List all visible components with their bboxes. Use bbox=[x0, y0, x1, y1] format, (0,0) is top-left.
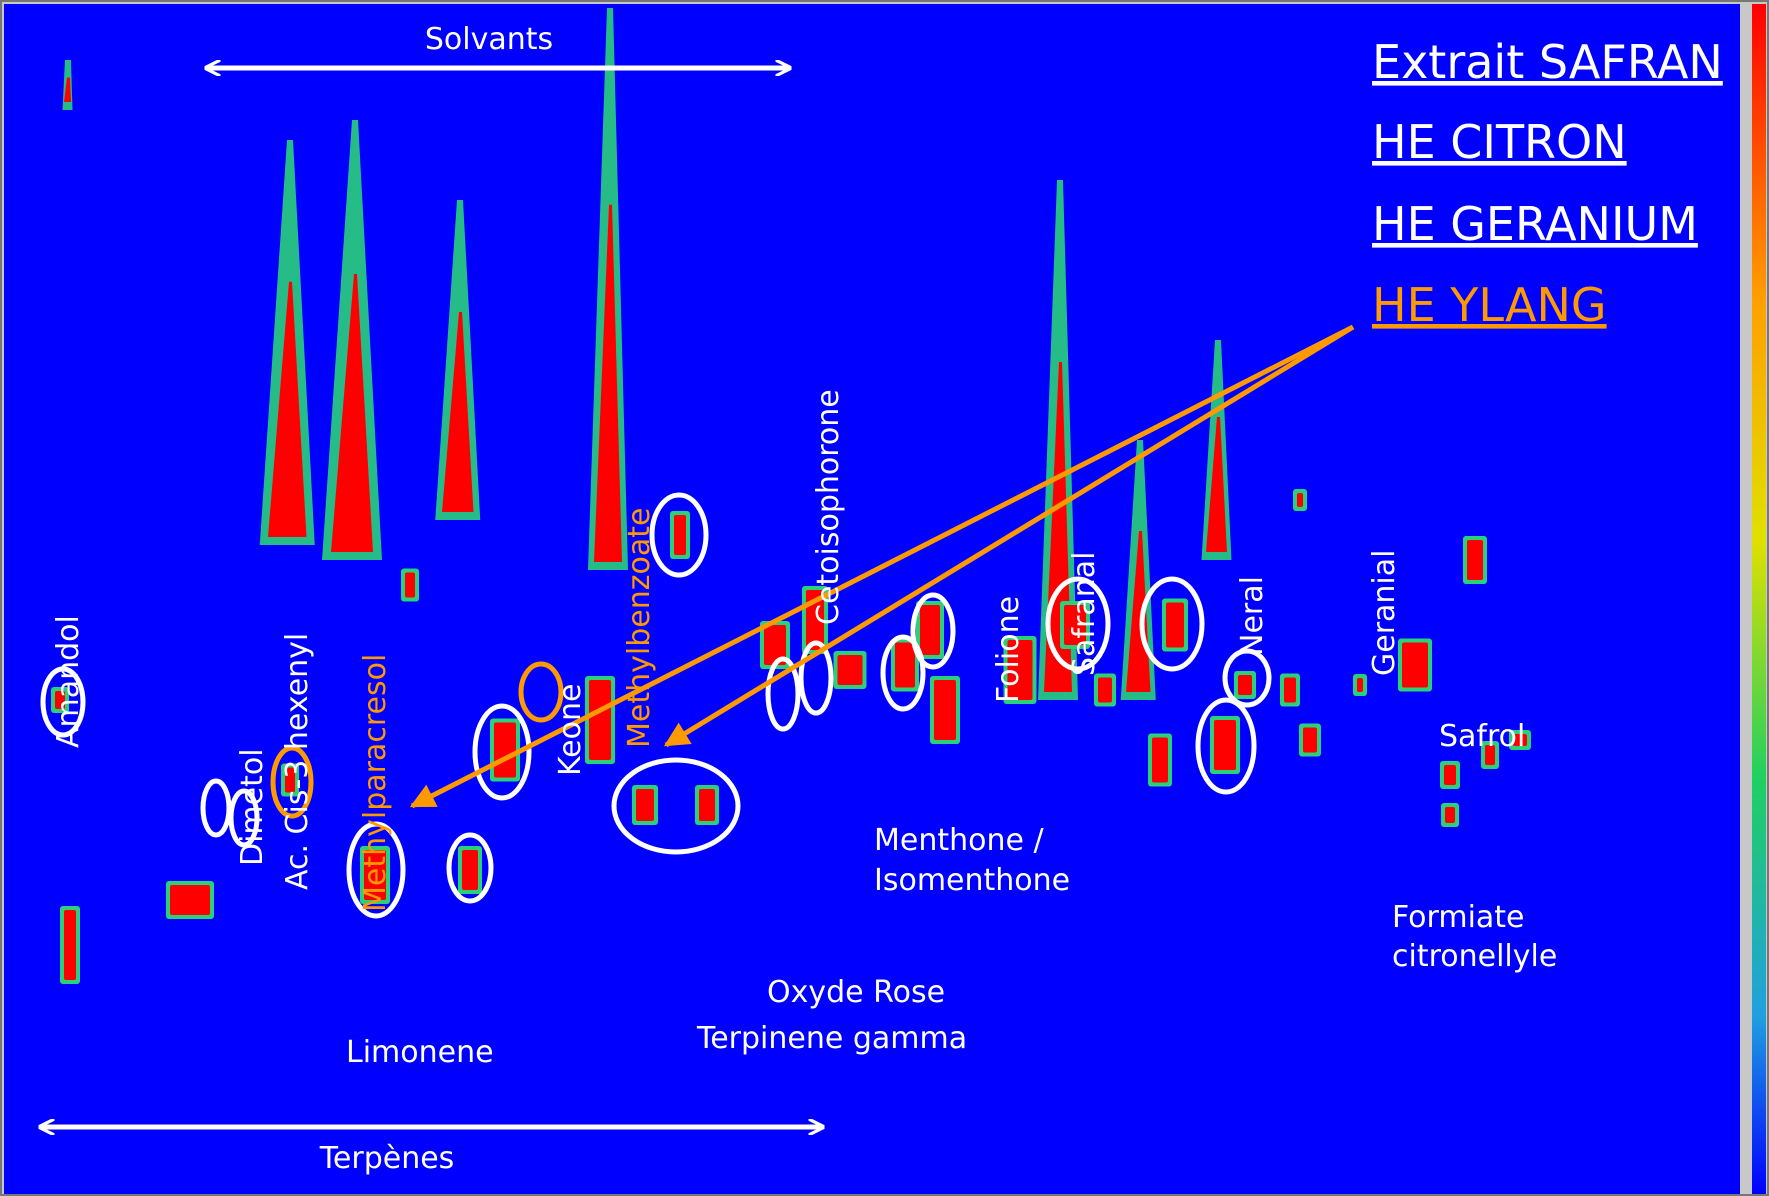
spot-core bbox=[1297, 493, 1303, 507]
compound-label: Menthone / bbox=[874, 823, 1044, 858]
heatmap-peaks bbox=[51, 8, 1531, 984]
compound-label: Methylparacresol bbox=[358, 654, 393, 912]
spot-core bbox=[764, 625, 786, 665]
spot-core bbox=[494, 722, 516, 778]
compound-label: Terpinene gamma bbox=[696, 1021, 967, 1056]
annotation-layer bbox=[40, 68, 1355, 1127]
compound-label: Cetoisophorone bbox=[811, 389, 846, 625]
label-layer: Solvants Terpènes Extrait SAFRAN HE CITRON H… bbox=[51, 22, 1723, 1176]
compound-circle bbox=[880, 634, 926, 712]
compound-label: Formiate bbox=[1392, 900, 1525, 935]
legend-entry: HE YLANG bbox=[1372, 278, 1607, 332]
compound-circle bbox=[518, 661, 564, 723]
spot-core bbox=[920, 605, 940, 655]
range-label: Terpènes bbox=[319, 1141, 455, 1176]
spot-core bbox=[934, 680, 956, 740]
spot-core bbox=[837, 655, 863, 685]
spot-core bbox=[364, 850, 386, 900]
compound-label: Folione bbox=[991, 596, 1026, 703]
spot-core bbox=[1444, 765, 1456, 785]
compound-circle bbox=[910, 592, 956, 670]
colorbar bbox=[1752, 4, 1766, 1194]
compound-circle bbox=[611, 757, 741, 855]
spot-core bbox=[1284, 677, 1296, 703]
compound-circle bbox=[1139, 576, 1205, 672]
peak-core bbox=[1126, 531, 1151, 692]
peak-core bbox=[594, 204, 622, 562]
peak-core bbox=[1206, 417, 1227, 552]
spot-core bbox=[699, 789, 715, 821]
spot-core bbox=[1467, 540, 1483, 580]
compound-circle bbox=[1222, 648, 1272, 708]
spot-core bbox=[1513, 734, 1527, 746]
range-label: Solvants bbox=[425, 22, 553, 57]
compound-circle bbox=[228, 788, 260, 848]
compound-label: Methylbenzoate bbox=[622, 508, 657, 748]
compound-label: citronellyle bbox=[1392, 939, 1557, 974]
peak-core bbox=[331, 274, 373, 552]
compound-circle bbox=[40, 666, 86, 738]
compound-circle bbox=[446, 832, 494, 904]
compound-label: Amandol bbox=[51, 615, 86, 748]
compound-circle bbox=[798, 640, 834, 716]
spot-core bbox=[1357, 678, 1363, 692]
compound-circle bbox=[765, 656, 801, 732]
spot-core bbox=[1064, 605, 1086, 645]
compound-circle bbox=[346, 821, 406, 919]
compound-label: Dimetol bbox=[235, 748, 270, 866]
spot-core bbox=[1152, 737, 1168, 783]
spot-core bbox=[462, 850, 478, 890]
ylang-arrow-methylparacresol bbox=[409, 324, 1355, 809]
compound-label: Isomenthone bbox=[874, 863, 1070, 898]
spot-core bbox=[405, 572, 415, 598]
spot-core bbox=[170, 885, 210, 915]
spot-core bbox=[64, 910, 76, 980]
spot-core bbox=[55, 691, 65, 709]
compound-circle bbox=[1195, 697, 1257, 795]
spot-core bbox=[895, 642, 915, 688]
compound-circle bbox=[270, 745, 314, 819]
compound-label: Safranal bbox=[1067, 552, 1102, 676]
compound-circle bbox=[472, 703, 532, 801]
spot-core bbox=[1166, 602, 1184, 648]
compound-label: Geranial bbox=[1367, 550, 1402, 677]
compound-label: Safrol bbox=[1439, 719, 1525, 754]
compound-circle bbox=[200, 778, 232, 838]
spot-core bbox=[1402, 642, 1428, 688]
compound-circle bbox=[649, 492, 709, 578]
compound-label: Keone bbox=[553, 684, 588, 776]
compound-label: Neral bbox=[1235, 576, 1270, 656]
peak-core bbox=[442, 312, 474, 512]
compound-label: Oxyde Rose bbox=[767, 975, 945, 1010]
spot-core bbox=[636, 789, 654, 821]
compound-label: Limonene bbox=[346, 1035, 494, 1070]
legend-entry: HE CITRON bbox=[1372, 115, 1627, 169]
spot-core bbox=[1238, 675, 1252, 695]
spot-core bbox=[589, 680, 611, 760]
spot-core bbox=[1214, 720, 1236, 770]
plot-background bbox=[4, 4, 1740, 1194]
legend-entry: HE GERANIUM bbox=[1372, 197, 1698, 251]
ylang-arrow-methylbenzoate bbox=[663, 324, 1355, 748]
spot-core bbox=[1098, 677, 1112, 703]
peak-core bbox=[64, 77, 71, 102]
compound-circle bbox=[1045, 576, 1111, 672]
legend-entry: Extrait SAFRAN bbox=[1372, 35, 1723, 89]
spot-core bbox=[285, 767, 295, 793]
spot-core bbox=[1303, 727, 1317, 753]
spot-core bbox=[1007, 640, 1033, 700]
peak-core bbox=[268, 281, 307, 537]
compound-label: Ac. Cis-3 hexenyl bbox=[280, 633, 315, 890]
spot-core bbox=[674, 515, 686, 555]
spot-core bbox=[1445, 807, 1455, 823]
spot-core bbox=[1485, 745, 1495, 765]
